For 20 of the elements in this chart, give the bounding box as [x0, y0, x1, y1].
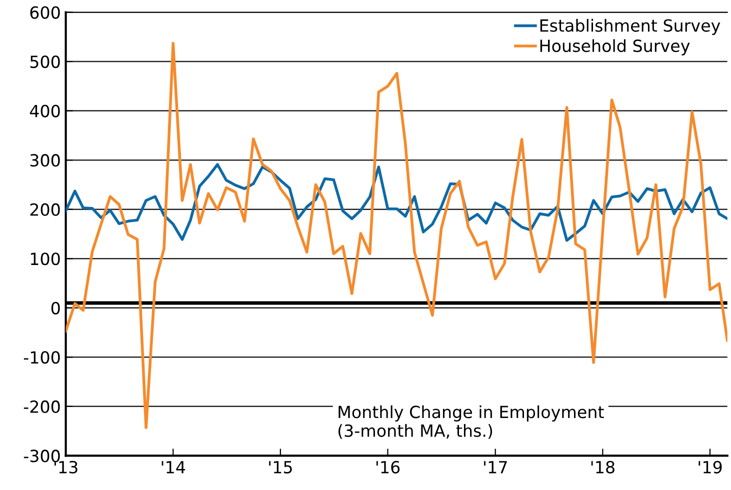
x-tick-label: '13 [54, 460, 78, 474]
x-tick-label: '15 [269, 461, 292, 474]
y-tick-label: 600 [30, 6, 60, 19]
y-tick-label: -100 [24, 351, 60, 364]
y-tick-label: 100 [30, 252, 60, 266]
x-tick-label: '14 [162, 461, 186, 474]
y-tick-label: -300 [24, 450, 60, 462]
x-tick-label: '17 [484, 461, 507, 474]
x-tick-label: '19 [698, 460, 722, 474]
y-tick-label: 400 [30, 104, 60, 118]
y-tick-label: 300 [30, 154, 60, 167]
y-tick-label: -200 [24, 400, 60, 413]
annotation: Monthly Change in Employment (3-month MA, ths.) [338, 405, 604, 439]
x-tick-label: '16 [376, 460, 400, 474]
x-tick-label: '18 [591, 460, 614, 474]
legend-label: Household Survey [540, 39, 690, 56]
y-tick-label: 0 [51, 302, 60, 314]
legend-label: Establishment Survey [540, 18, 720, 36]
y-tick-label: 200 [30, 203, 60, 216]
y-tick-label: 500 [30, 55, 60, 68]
